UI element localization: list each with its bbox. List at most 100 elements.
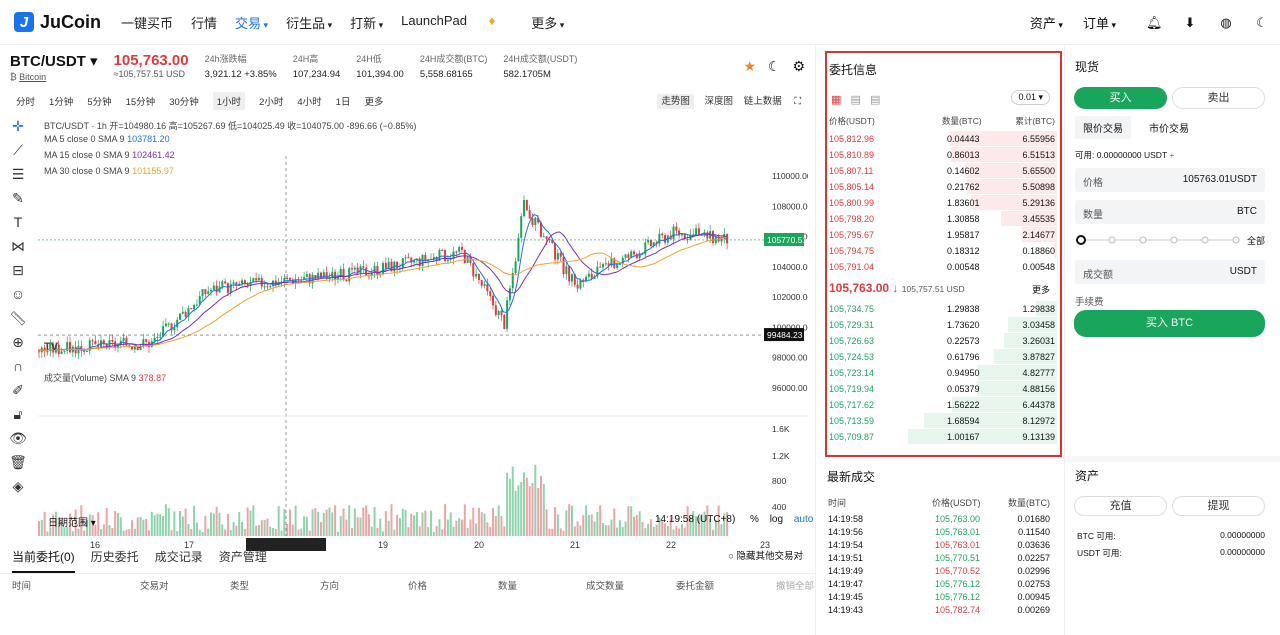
total-field[interactable]: 成交额 USDT [1075, 260, 1265, 284]
star-icon[interactable]: ★ [743, 58, 757, 74]
lines-icon[interactable]: ☰ [11, 166, 25, 182]
asks-row[interactable]: 105,798.20 1.30858 3.45535 [829, 211, 1057, 226]
nav-launchpad[interactable]: LaunchPad ♦ [401, 12, 496, 28]
tab-depth[interactable]: 深度图 [704, 96, 734, 107]
lock-icon[interactable]: 🔓︎ [13, 406, 23, 422]
nav-trade[interactable]: 交易 [235, 13, 268, 32]
asks-row[interactable]: 105,800.99 1.83601 5.29136 [829, 195, 1057, 210]
interval-8[interactable]: 1日 [335, 97, 351, 108]
ruler-icon[interactable]: 📏︎ [9, 310, 27, 326]
market-tab[interactable]: 市价交易 [1149, 124, 1189, 135]
volume-bar [528, 486, 531, 536]
text-icon[interactable]: T [13, 214, 23, 230]
quantity-field[interactable]: 数量 BTC [1075, 200, 1265, 224]
pencil-lock-icon[interactable]: ✐ [12, 382, 24, 398]
interval-3[interactable]: 15分钟 [125, 97, 156, 108]
more-link[interactable]: 更多 [1031, 285, 1050, 295]
tab-order-history[interactable]: 历史委托 [90, 550, 139, 564]
pattern-icon[interactable]: ⋈ [11, 238, 25, 254]
layers-icon[interactable]: ◈ [12, 478, 24, 494]
asks-row[interactable]: 105,794.75 0.18312 0.18860 [829, 243, 1057, 258]
nav-derivatives[interactable]: 衍生品 [286, 13, 332, 32]
tab-onchain[interactable]: 链上数据 [743, 96, 782, 107]
bids-row[interactable]: 105,734.75 1.29838 1.29838 [829, 301, 1057, 316]
download-icon[interactable]: ⬇ [1184, 14, 1196, 30]
sell-tab[interactable]: 卖出 [1172, 87, 1265, 109]
bids-row[interactable]: 105,729.31 1.73620 3.03458 [829, 317, 1057, 332]
bids-row[interactable]: 105,723.14 0.94950 4.82777 [829, 365, 1057, 380]
log-toggle[interactable]: log [769, 514, 784, 525]
percent-slider[interactable]: 全部 [1075, 233, 1275, 247]
date-tick: 19 [378, 540, 388, 550]
book-bids-icon[interactable]: ▤ [869, 94, 881, 106]
asks-row[interactable]: 105,807.11 0.14602 5.65500 [829, 163, 1057, 178]
asks-row[interactable]: 105,810.89 0.86013 6.51513 [829, 147, 1057, 162]
crosshair-icon[interactable]: ✛ [12, 118, 24, 134]
nav-more[interactable]: 更多 [531, 13, 564, 32]
hide-other-checkbox[interactable]: ○ 隐藏其他交易对 [728, 551, 803, 562]
nav-market[interactable]: 行情 [191, 15, 218, 31]
candle-body [661, 233, 664, 236]
limit-tab[interactable]: 限价交易 [1075, 116, 1131, 139]
buy-btc-button[interactable]: 买入 BTC [1074, 310, 1265, 337]
add-icon[interactable]: + [1169, 150, 1175, 160]
nav-ipo[interactable]: 打新 [350, 13, 383, 32]
emoji-icon[interactable]: ☺ [10, 286, 26, 302]
interval-9[interactable]: 更多 [364, 97, 384, 108]
nav-buy[interactable]: 一键买币 [121, 15, 174, 31]
theme-icon[interactable]: ☾ [767, 58, 781, 74]
interval-7[interactable]: 4小时 [297, 97, 322, 108]
auto-toggle[interactable]: auto [793, 514, 814, 525]
buy-tab[interactable]: 买入 [1074, 87, 1167, 109]
asks-row[interactable]: 105,805.14 0.21762 5.50898 [829, 179, 1057, 194]
zoom-icon[interactable]: ⊕ [12, 334, 24, 350]
trash-icon[interactable]: 🗑︎ [9, 454, 27, 470]
interval-0[interactable]: 分时 [16, 97, 36, 108]
pair-selector[interactable]: BTC/USDT ▾ ₿ Bitcoin [10, 53, 98, 82]
bids-row[interactable]: 105,709.87 1.00167 9.13139 [829, 429, 1057, 444]
trendline-icon[interactable]: ⟋ [13, 142, 23, 158]
precision-select[interactable]: 0.01 ▾ [1011, 90, 1050, 105]
interval-4[interactable]: 30分钟 [169, 97, 199, 108]
candle-body [286, 277, 289, 279]
candle-body [486, 284, 489, 292]
asks-row[interactable]: 105,791.04 0.00548 0.00548 [829, 259, 1057, 274]
bids-row[interactable]: 105,717.62 1.56222 6.44378 [829, 397, 1057, 412]
tab-asset-mgmt[interactable]: 资产管理 [218, 550, 267, 564]
bids-row[interactable]: 105,713.59 1.68594 8.12972 [829, 413, 1057, 428]
measure-icon[interactable]: ⊟ [12, 262, 24, 278]
bids-row[interactable]: 105,726.63 0.22573 3.26031 [829, 333, 1057, 348]
tab-chart[interactable]: 走势图 [657, 94, 694, 109]
interval-2[interactable]: 5分钟 [87, 97, 112, 108]
logo[interactable]: J JuCoin [14, 12, 101, 33]
candlestick-chart[interactable]: 110000.00108000.00106000.00104000.001020… [38, 116, 808, 551]
gear-icon[interactable]: ⚙ [792, 58, 805, 74]
moon-icon[interactable]: ☾ [1256, 14, 1268, 30]
volume-bar [726, 512, 729, 536]
percent-toggle[interactable]: % [750, 514, 759, 525]
interval-1[interactable]: 1分钟 [49, 97, 74, 108]
bids-row[interactable]: 105,719.94 0.05379 4.88156 [829, 381, 1057, 396]
nav-assets[interactable]: 资产 [1030, 13, 1063, 32]
interval-5[interactable]: 1小时 [212, 92, 246, 110]
nav-orders[interactable]: 订单 [1083, 13, 1116, 32]
book-asks-icon[interactable]: ▤ [850, 94, 861, 106]
globe-icon[interactable]: ◍ [1220, 14, 1232, 30]
tab-trade-history[interactable]: 成交记录 [154, 550, 203, 564]
eye-icon[interactable]: 👁︎ [9, 430, 27, 446]
book-both-icon[interactable]: ▦ [831, 94, 842, 106]
brush-icon[interactable]: ✎ [12, 190, 24, 206]
tab-open-orders[interactable]: 当前委托(0) [12, 548, 75, 573]
magnet-icon[interactable]: ∩ [12, 358, 24, 374]
price-field[interactable]: 价格 105763.01 USDT [1075, 168, 1265, 192]
asks-row[interactable]: 105,812.96 0.04443 6.55956 [829, 131, 1057, 146]
date-range[interactable]: 日期范围 ▾ [48, 518, 96, 529]
col-8[interactable]: 撤销全部 [776, 581, 815, 592]
bell-icon[interactable]: 🔔︎ [1146, 14, 1163, 30]
fullscreen-icon[interactable]: ⛶ [794, 96, 801, 107]
bids-row[interactable]: 105,724.53 0.61796 3.87827 [829, 349, 1057, 364]
asks-row[interactable]: 105,795.67 1.95817 2.14677 [829, 227, 1057, 242]
withdraw-button[interactable]: 提现 [1172, 496, 1265, 516]
interval-6[interactable]: 2小时 [259, 97, 284, 108]
deposit-button[interactable]: 充值 [1074, 496, 1167, 516]
